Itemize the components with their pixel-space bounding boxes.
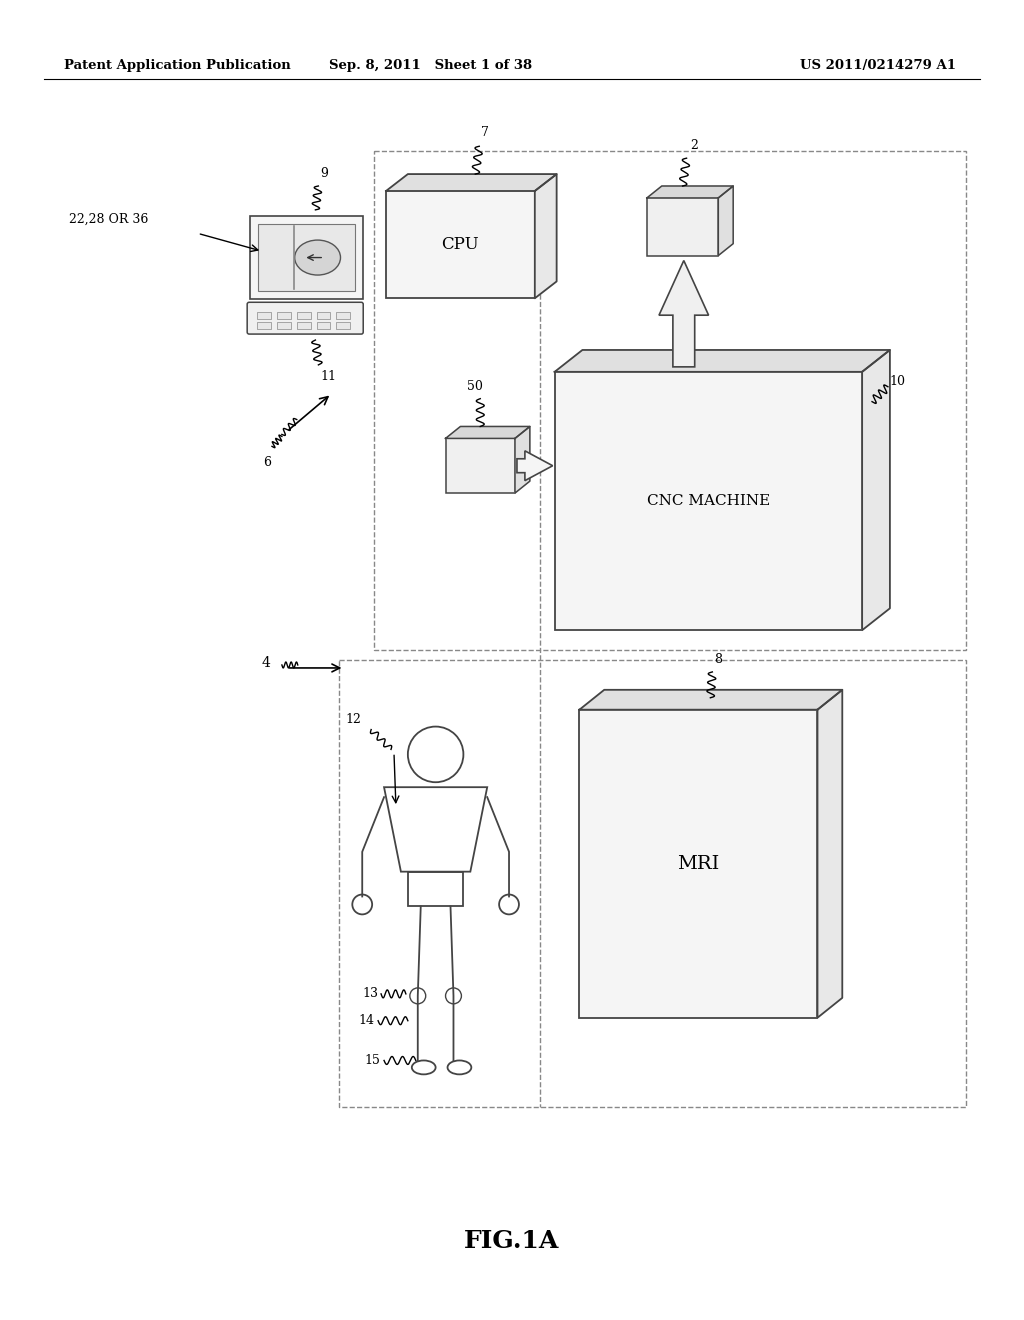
Bar: [386, 191, 535, 298]
Text: 8: 8: [715, 653, 722, 667]
FancyBboxPatch shape: [247, 302, 364, 334]
Polygon shape: [817, 690, 843, 1018]
Text: FIG.1A: FIG.1A: [464, 1229, 560, 1253]
Bar: [555, 372, 862, 630]
Text: MRI: MRI: [677, 855, 720, 873]
Text: 50: 50: [467, 380, 483, 392]
Text: 15: 15: [365, 1053, 380, 1067]
Polygon shape: [659, 260, 709, 367]
Text: 12: 12: [345, 713, 361, 726]
FancyBboxPatch shape: [250, 216, 364, 300]
Polygon shape: [535, 174, 557, 298]
Text: 13: 13: [362, 987, 378, 1001]
FancyBboxPatch shape: [276, 322, 291, 329]
Bar: [580, 710, 817, 1018]
Text: US 2011/0214279 A1: US 2011/0214279 A1: [801, 59, 956, 73]
Text: Patent Application Publication: Patent Application Publication: [63, 59, 291, 73]
Text: 11: 11: [321, 370, 336, 383]
Bar: [647, 198, 718, 256]
Text: CPU: CPU: [441, 236, 479, 253]
Polygon shape: [647, 186, 733, 198]
FancyBboxPatch shape: [257, 313, 271, 319]
FancyBboxPatch shape: [316, 322, 331, 329]
FancyBboxPatch shape: [257, 322, 271, 329]
Text: 6: 6: [263, 457, 271, 470]
FancyBboxPatch shape: [297, 322, 310, 329]
Text: 2: 2: [690, 139, 698, 152]
Bar: [374, 152, 967, 649]
Bar: [445, 438, 515, 494]
Text: 10: 10: [890, 375, 906, 388]
Polygon shape: [555, 350, 890, 372]
FancyBboxPatch shape: [276, 313, 291, 319]
Text: 22,28 OR 36: 22,28 OR 36: [69, 213, 148, 226]
Text: 7: 7: [481, 127, 489, 140]
FancyBboxPatch shape: [258, 224, 355, 292]
Text: 4: 4: [261, 656, 270, 671]
Polygon shape: [580, 690, 843, 710]
Polygon shape: [386, 174, 557, 191]
Text: CNC MACHINE: CNC MACHINE: [647, 494, 770, 508]
Polygon shape: [515, 426, 529, 494]
Polygon shape: [517, 451, 553, 480]
Text: 9: 9: [321, 168, 329, 180]
FancyBboxPatch shape: [316, 313, 331, 319]
Polygon shape: [445, 426, 529, 438]
Text: 14: 14: [358, 1014, 374, 1027]
FancyBboxPatch shape: [337, 313, 350, 319]
Polygon shape: [862, 350, 890, 630]
Bar: [339, 660, 967, 1107]
Ellipse shape: [295, 240, 341, 275]
FancyBboxPatch shape: [297, 313, 310, 319]
Polygon shape: [718, 186, 733, 256]
FancyBboxPatch shape: [337, 322, 350, 329]
Text: Sep. 8, 2011   Sheet 1 of 38: Sep. 8, 2011 Sheet 1 of 38: [329, 59, 532, 73]
